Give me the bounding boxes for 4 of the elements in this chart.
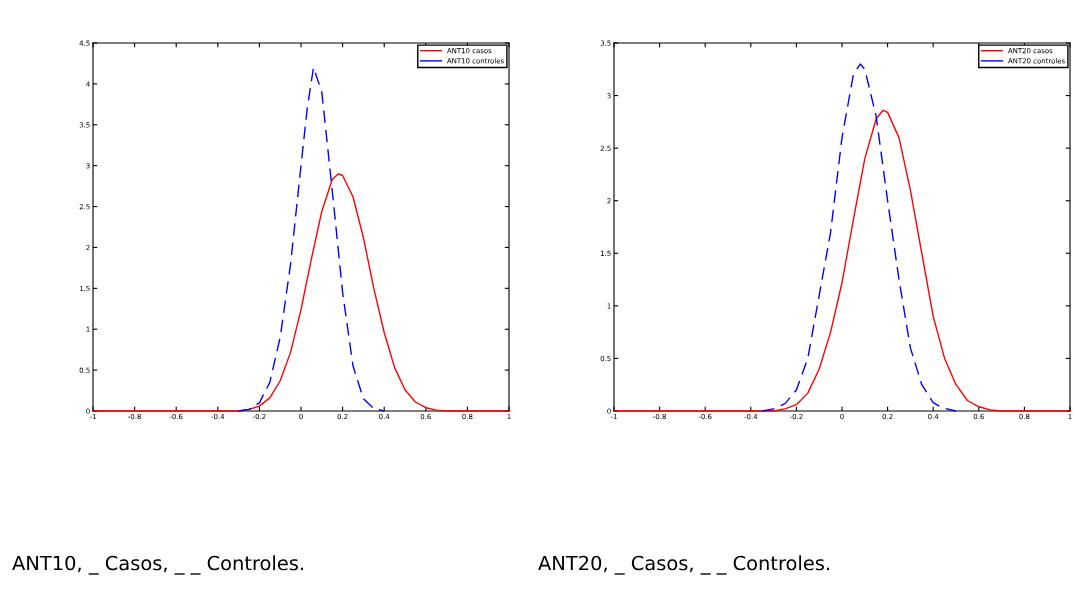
line-series — [237, 66, 385, 412]
text: ANT20, _ Casos, _ _ Controles. — [538, 555, 829, 575]
line-series — [761, 63, 957, 412]
text: ANT10, _ Casos, _ _ Controles. — [12, 555, 303, 575]
